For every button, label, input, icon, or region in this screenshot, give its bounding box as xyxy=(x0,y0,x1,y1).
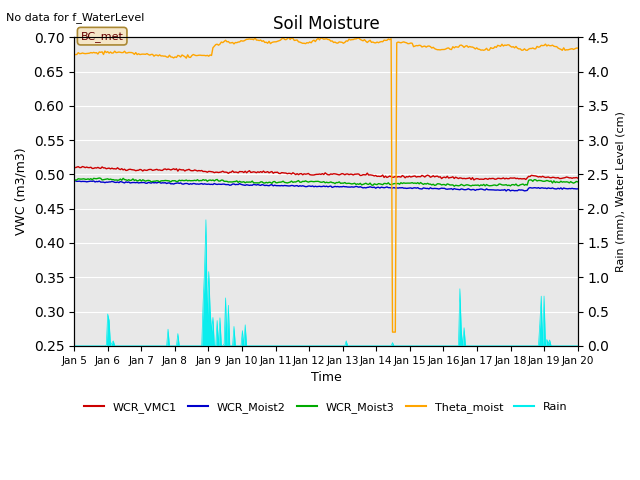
Legend: WCR_VMC1, WCR_Moist2, WCR_Moist3, Theta_moist, Rain: WCR_VMC1, WCR_Moist2, WCR_Moist3, Theta_… xyxy=(79,397,572,418)
Y-axis label: Rain (mm), Water Level (cm): Rain (mm), Water Level (cm) xyxy=(615,111,625,272)
Text: No data for f_WaterLevel: No data for f_WaterLevel xyxy=(6,12,145,23)
Text: BC_met: BC_met xyxy=(81,31,124,42)
X-axis label: Time: Time xyxy=(310,371,341,384)
Y-axis label: VWC (m3/m3): VWC (m3/m3) xyxy=(15,148,28,235)
Title: Soil Moisture: Soil Moisture xyxy=(273,15,380,33)
